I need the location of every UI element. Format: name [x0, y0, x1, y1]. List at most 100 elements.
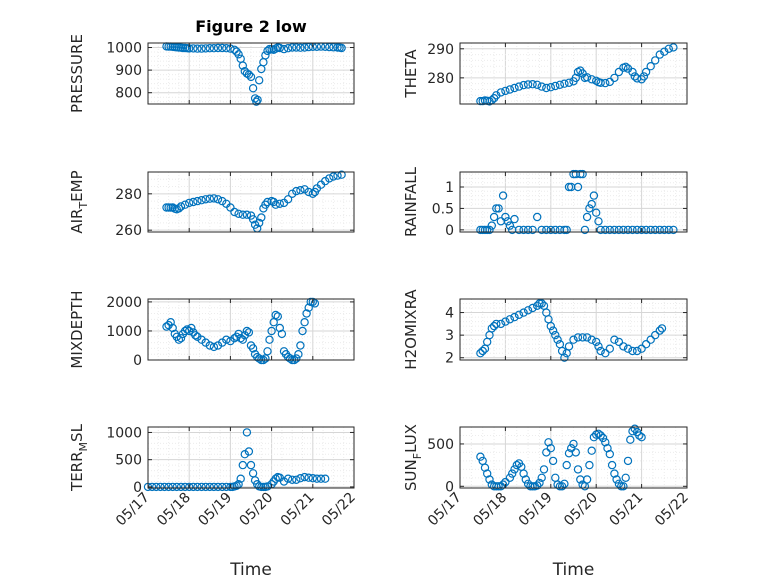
data-point [651, 225, 660, 235]
data-point [601, 349, 610, 358]
data-point [213, 43, 223, 53]
grid [459, 426, 688, 488]
data-point [587, 75, 596, 84]
data-point [557, 482, 567, 491]
data-point [564, 342, 574, 351]
data-point [628, 427, 637, 436]
data-point [614, 337, 624, 347]
data-point [542, 448, 551, 457]
data-point [283, 474, 293, 483]
data-point [523, 306, 533, 315]
data-point [533, 80, 542, 90]
data-point [605, 225, 615, 235]
data-point [238, 460, 247, 470]
data-point [238, 335, 247, 344]
data-point [551, 81, 560, 91]
data-point [222, 335, 231, 344]
y-tick-label: 290 [427, 42, 454, 58]
data-point [501, 212, 510, 222]
data-point [191, 331, 200, 340]
data-point [614, 225, 624, 235]
y-tick-label: 0 [133, 480, 142, 496]
data-point [537, 225, 546, 235]
data-point [492, 319, 501, 329]
data-point [166, 318, 175, 327]
data-point [283, 195, 293, 204]
data-point [655, 326, 665, 335]
x-tick-label: 05/18 [154, 490, 194, 530]
data-point [528, 303, 537, 313]
data-point [176, 202, 186, 211]
data-point [238, 61, 247, 70]
y-tick-label: 500 [427, 437, 454, 453]
data-point [261, 200, 270, 209]
x-tick-label: 05/22 [319, 490, 359, 530]
y-tick-label: 1000 [106, 41, 142, 57]
data-point [337, 43, 346, 53]
data-point [569, 439, 578, 449]
data-point [187, 323, 196, 333]
data-point [298, 326, 307, 336]
x-tick-label: 05/20 [237, 490, 277, 530]
x-tick-label: 05/21 [278, 490, 318, 530]
y-tick-label: 280 [115, 187, 142, 203]
data-point [288, 475, 297, 484]
grid [459, 298, 688, 360]
data-point [302, 309, 311, 318]
y-tick-label: 0 [133, 353, 142, 369]
data-point [594, 217, 603, 226]
data-point [197, 44, 206, 53]
data-point [523, 80, 533, 89]
data-point [271, 310, 280, 320]
data-point [244, 70, 254, 79]
data-point [292, 475, 301, 484]
data-point [238, 210, 247, 219]
y-tick-label: 800 [115, 86, 142, 102]
data-point [308, 297, 317, 307]
subplot-1: 800 900 1000 PRESSURE Figure 2 low [68, 17, 355, 113]
data-point [542, 83, 551, 93]
data-point [168, 323, 177, 333]
data-point [292, 43, 301, 52]
data-point [248, 344, 258, 353]
data-point [639, 72, 649, 81]
axes-box [147, 298, 355, 361]
data-point [514, 225, 524, 235]
axes-box [459, 42, 688, 105]
data-point [582, 333, 592, 342]
data-point [164, 482, 173, 492]
data-point [560, 79, 569, 88]
data-point [209, 44, 219, 53]
data-point [533, 212, 542, 222]
data-point [244, 328, 254, 337]
data-point [585, 460, 594, 470]
data-point [641, 67, 651, 77]
data-point [244, 447, 254, 456]
data-point [562, 460, 571, 470]
data-point [501, 317, 510, 326]
grid [147, 426, 355, 488]
data-point [193, 44, 202, 53]
data-point [580, 225, 590, 235]
data-point [294, 350, 303, 359]
data-point [619, 342, 628, 351]
data-point [592, 208, 601, 217]
data-point [592, 337, 601, 347]
data-point [292, 186, 301, 196]
data-point [213, 341, 223, 350]
data-point [539, 465, 549, 474]
data-point [594, 342, 603, 351]
data-point [267, 326, 276, 336]
data-point [569, 335, 578, 344]
data-point [275, 43, 284, 53]
data-point [476, 452, 485, 461]
data-point [533, 481, 542, 490]
data-point [234, 50, 243, 59]
data-point [308, 474, 317, 483]
data-point [217, 43, 227, 53]
data-point [236, 474, 245, 483]
data-point [578, 169, 587, 179]
data-point [184, 482, 194, 492]
data-point [637, 344, 646, 353]
